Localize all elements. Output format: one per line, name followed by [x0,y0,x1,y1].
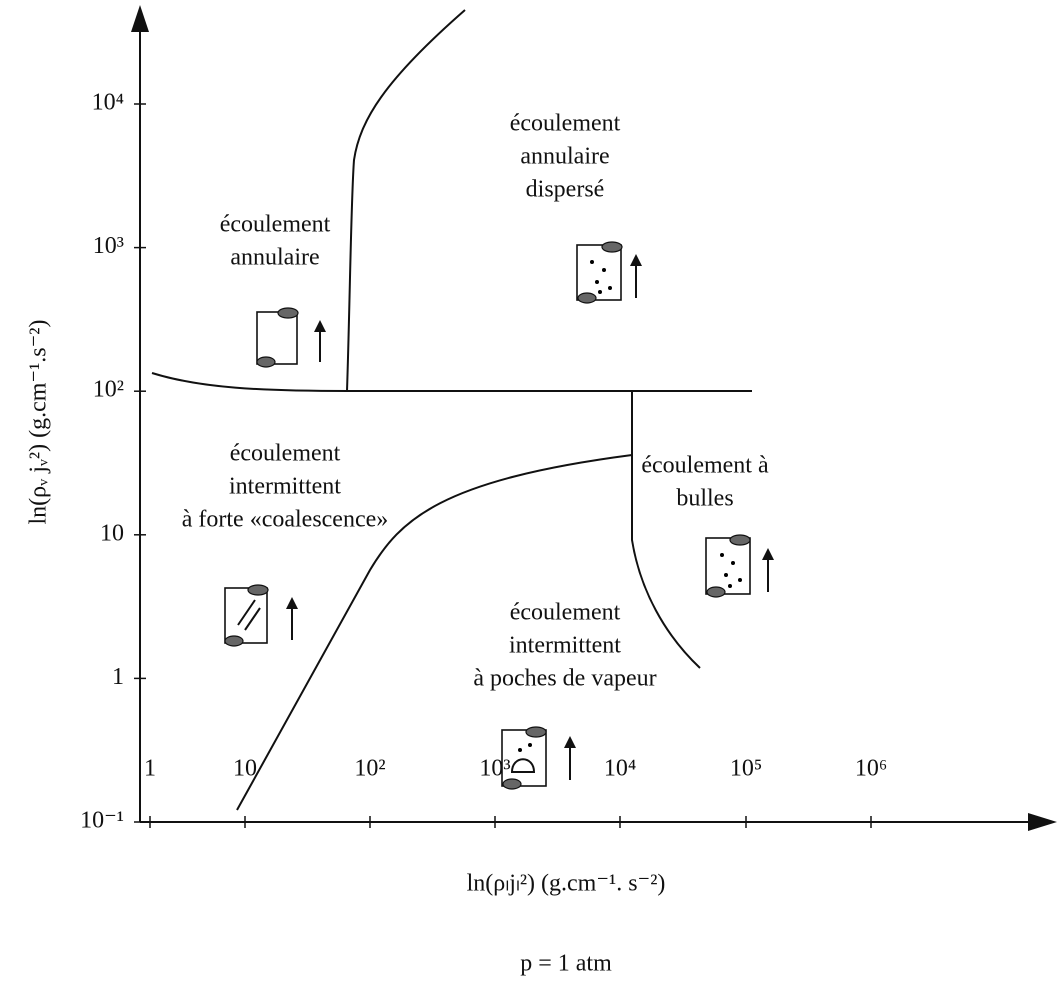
y-tick-label: 10⁻¹ [80,808,124,834]
icon-slug [501,726,576,790]
icon-dispersed [576,241,642,304]
region-label: dispersé [526,177,605,203]
y-tick-label: 1 [112,664,124,690]
y-tick-label: 10² [93,377,124,403]
y-tick-label: 10⁴ [92,90,124,116]
region-label: intermittent [229,474,341,500]
boundary-slug [236,454,633,811]
x-axis-label: ln(ρₗjₗ²) (g.cm⁻¹. s⁻²) [467,871,666,897]
boundary-bubble [631,391,701,669]
region-label: à forte «coalescence» [182,507,389,533]
icon-coalescence [224,584,298,647]
region-label: écoulement [510,111,621,137]
y-arrow [131,5,149,32]
region-label: à poches de vapeur [473,666,656,692]
y-axis-label: ln(ρᵥ jᵥ²) (g.cm⁻¹.s⁻²) [26,320,52,525]
icon-bubbles [705,534,774,598]
y-tick-label: 10 [100,520,124,546]
boundary-annular [151,372,752,392]
region-label: écoulement à [641,453,769,479]
region-label: bulles [676,486,733,512]
y-tick-label: 10³ [93,233,124,259]
icon-annular [256,307,326,368]
x-tick-label: 10⁵ [730,756,762,782]
boundary-dispersed [346,9,466,392]
x-tick-label: 1 [144,756,156,782]
x-tick-label: 10 [233,756,257,782]
region-label: annulaire [230,245,319,271]
x-tick-label: 10⁴ [604,756,636,782]
x-tick-label: 10⁶ [855,756,887,782]
x-tick-label: 10² [354,756,385,782]
region-label: écoulement [220,212,331,238]
region-label: intermittent [509,633,621,659]
x-tick-label: 10³ [479,756,510,782]
region-label: annulaire [520,144,609,170]
x-arrow [1028,813,1057,831]
region-label: écoulement [510,600,621,626]
note: p = 1 atm [520,951,612,977]
region-label: écoulement [230,441,341,467]
